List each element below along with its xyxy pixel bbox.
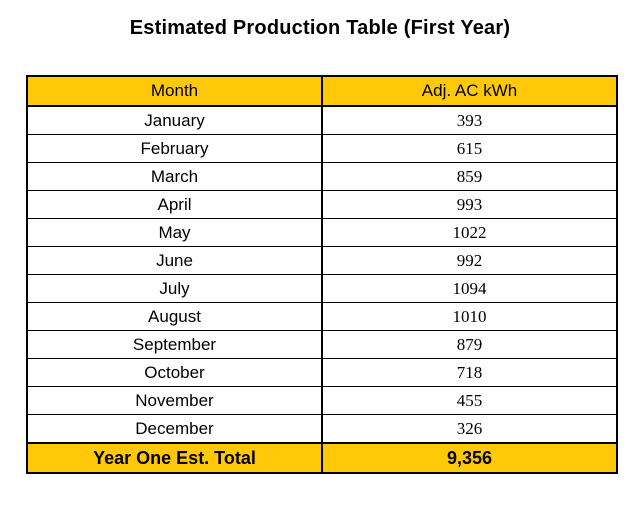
table-row: October 718 bbox=[26, 358, 618, 387]
table-row: June 992 bbox=[26, 246, 618, 275]
total-row: Year One Est. Total 9,356 bbox=[26, 442, 618, 474]
kwh-cell: 718 bbox=[321, 358, 618, 387]
kwh-cell: 455 bbox=[321, 386, 618, 415]
kwh-cell: 326 bbox=[321, 414, 618, 444]
kwh-cell: 993 bbox=[321, 190, 618, 219]
table-row: March 859 bbox=[26, 162, 618, 191]
column-header-kwh: Adj. AC kWh bbox=[321, 75, 618, 107]
kwh-cell: 615 bbox=[321, 134, 618, 163]
table-row: January 393 bbox=[26, 105, 618, 135]
table-row: November 455 bbox=[26, 386, 618, 415]
table-row: December 326 bbox=[26, 414, 618, 444]
table-row: August 1010 bbox=[26, 302, 618, 331]
kwh-cell: 879 bbox=[321, 330, 618, 359]
table-row: July 1094 bbox=[26, 274, 618, 303]
month-cell: November bbox=[26, 386, 323, 415]
month-cell: October bbox=[26, 358, 323, 387]
month-cell: January bbox=[26, 105, 323, 135]
month-cell: July bbox=[26, 274, 323, 303]
page-title: Estimated Production Table (First Year) bbox=[129, 17, 511, 39]
month-cell: September bbox=[26, 330, 323, 359]
month-cell: March bbox=[26, 162, 323, 191]
production-table: Month Adj. AC kWh January 393 February 6… bbox=[26, 75, 618, 474]
kwh-cell: 393 bbox=[321, 105, 618, 135]
total-label-cell: Year One Est. Total bbox=[26, 442, 323, 474]
kwh-cell: 1094 bbox=[321, 274, 618, 303]
month-cell: June bbox=[26, 246, 323, 275]
kwh-cell: 859 bbox=[321, 162, 618, 191]
month-cell: August bbox=[26, 302, 323, 331]
table-row: February 615 bbox=[26, 134, 618, 163]
header-row: Month Adj. AC kWh bbox=[26, 75, 618, 107]
kwh-cell: 992 bbox=[321, 246, 618, 275]
kwh-cell: 1010 bbox=[321, 302, 618, 331]
table-row: April 993 bbox=[26, 190, 618, 219]
table-row: September 879 bbox=[26, 330, 618, 359]
month-cell: December bbox=[26, 414, 323, 444]
table-row: May 1022 bbox=[26, 218, 618, 247]
total-value-cell: 9,356 bbox=[321, 442, 618, 474]
month-cell: February bbox=[26, 134, 323, 163]
column-header-month: Month bbox=[26, 75, 323, 107]
month-cell: May bbox=[26, 218, 323, 247]
month-cell: April bbox=[26, 190, 323, 219]
kwh-cell: 1022 bbox=[321, 218, 618, 247]
